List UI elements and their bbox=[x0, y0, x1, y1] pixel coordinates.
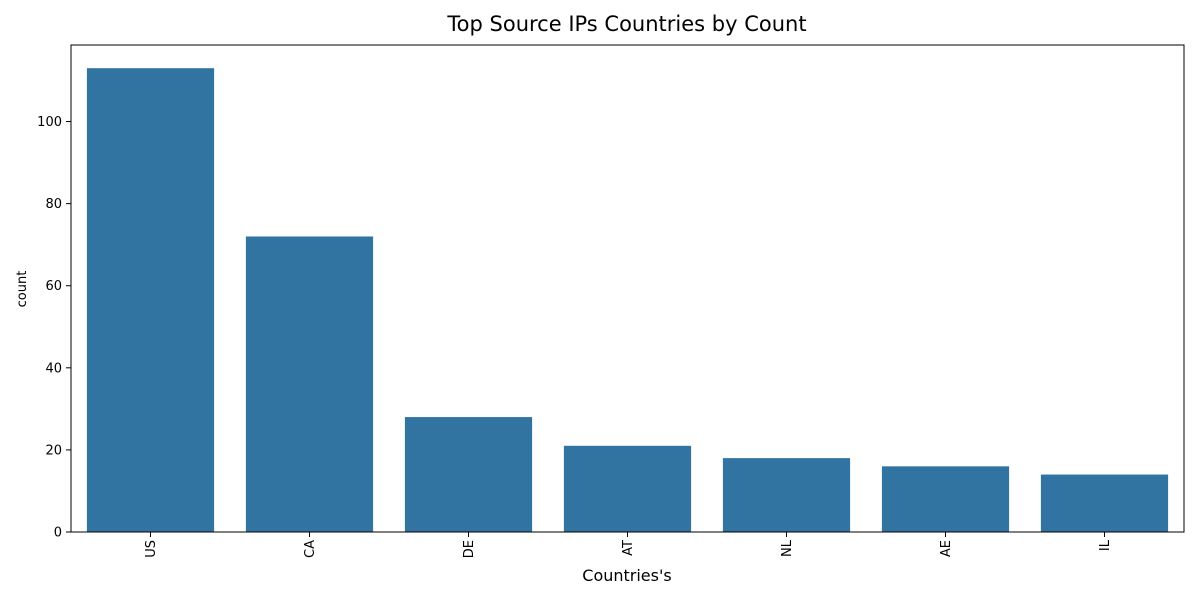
bars bbox=[86, 68, 1169, 533]
y-tick-label-60: 60 bbox=[45, 279, 62, 294]
bar-il bbox=[1040, 474, 1169, 532]
y-tick-label-20: 20 bbox=[45, 443, 62, 458]
y-axis-label: count bbox=[15, 271, 30, 308]
y-tick-label-40: 40 bbox=[45, 361, 62, 376]
x-axis-label: Countries's bbox=[582, 566, 671, 585]
x-tick-label-il: IL bbox=[1098, 539, 1113, 551]
y-tick-label-100: 100 bbox=[37, 115, 62, 130]
y-tick-label-80: 80 bbox=[45, 197, 62, 212]
x-tick-label-nl: NL bbox=[780, 539, 795, 557]
bar-us bbox=[86, 68, 215, 532]
y-axis-ticks: 0 20 40 60 80 100 bbox=[37, 115, 71, 541]
y-tick-label-0: 0 bbox=[54, 526, 62, 541]
x-tick-label-ae: AE bbox=[939, 540, 954, 557]
bar-ca bbox=[245, 236, 374, 533]
x-tick-label-de: DE bbox=[462, 540, 477, 558]
bar-de bbox=[404, 417, 533, 532]
x-tick-label-ca: CA bbox=[303, 540, 318, 558]
plot-frame bbox=[70, 44, 1185, 533]
x-tick-label-at: AT bbox=[621, 540, 636, 556]
bar-ae bbox=[881, 466, 1010, 532]
bar-at bbox=[563, 445, 692, 532]
x-axis-ticks: US CA DE AT NL AE IL bbox=[144, 532, 1113, 558]
bar-nl bbox=[722, 458, 851, 532]
chart-title: Top Source IPs Countries by Count bbox=[446, 12, 806, 36]
x-tick-label-us: US bbox=[144, 540, 159, 558]
